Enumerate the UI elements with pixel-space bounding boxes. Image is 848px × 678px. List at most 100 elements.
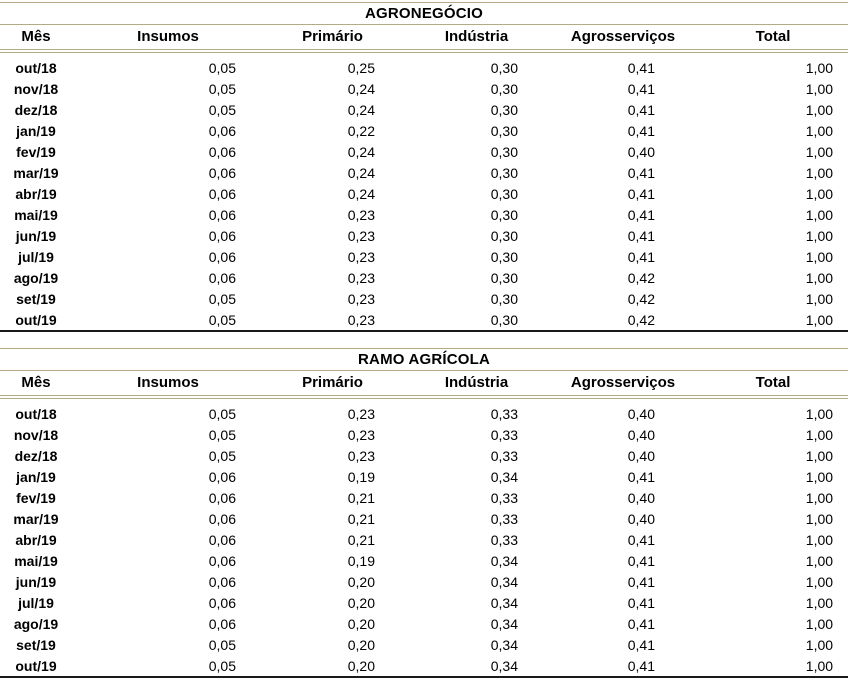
value-cell-total: 1,00 <box>805 59 834 76</box>
table-row: ago/19 0,06 0,20 0,34 0,41 1,00 <box>0 613 848 634</box>
month-cell: mar/19 <box>13 164 59 181</box>
table-row: jul/19 0,06 0,23 0,30 0,41 1,00 <box>0 246 848 267</box>
month-cell: set/19 <box>16 290 56 307</box>
value-cell-total: 1,00 <box>805 206 834 223</box>
month-cell: nov/18 <box>13 80 59 97</box>
month-cell: mar/19 <box>13 510 59 527</box>
value-cell-agrosservicos: 0,40 <box>627 447 655 464</box>
value-cell-total: 1,00 <box>805 447 834 464</box>
month-cell: jun/19 <box>15 227 57 244</box>
value-cell-total: 1,00 <box>698 309 848 332</box>
month-cell: abr/19 <box>15 531 57 548</box>
value-cell-primario: 0,20 <box>347 636 375 653</box>
column-header-agrosservicos: Agrosserviços <box>548 24 698 53</box>
month-cell: ago/19 <box>13 615 59 632</box>
value-cell-total: 1,00 <box>805 531 834 548</box>
table-title: RAMO AGRÍCOLA <box>0 348 848 371</box>
value-cell-primario: 0,23 <box>347 206 375 223</box>
value-cell-industria: 0,34 <box>490 552 518 569</box>
value-cell-primario: 0,19 <box>347 552 375 569</box>
value-cell-agrosservicos: 0,40 <box>627 143 655 160</box>
table-row: jun/19 0,06 0,20 0,34 0,41 1,00 <box>0 571 848 592</box>
value-cell-industria: 0,34 <box>490 615 518 632</box>
value-cell-insumos: 0,06 <box>208 269 236 286</box>
month-cell: mai/19 <box>14 552 58 569</box>
month-cell: jun/19 <box>15 573 57 590</box>
value-cell-agrosservicos: 0,41 <box>627 468 655 485</box>
month-cell: mai/19 <box>14 206 58 223</box>
month-cell: jul/19 <box>18 594 54 611</box>
table-row: nov/18 0,05 0,23 0,33 0,40 1,00 <box>0 424 848 445</box>
month-cell: fev/19 <box>16 143 56 160</box>
value-cell-industria: 0,33 <box>490 510 518 527</box>
value-cell-industria: 0,34 <box>490 573 518 590</box>
value-cell-primario: 0,23 <box>347 269 375 286</box>
month-cell: ago/19 <box>13 269 59 286</box>
value-cell-insumos: 0,06 <box>208 185 236 202</box>
value-cell-insumos: 0,06 <box>208 594 236 611</box>
value-cell-primario: 0,25 <box>347 59 375 76</box>
value-cell-insumos: 0,06 <box>208 552 236 569</box>
value-cell-insumos: 0,06 <box>208 573 236 590</box>
value-cell-primario: 0,24 <box>347 185 375 202</box>
value-cell-agrosservicos: 0,41 <box>627 636 655 653</box>
table-row: jan/19 0,06 0,19 0,34 0,41 1,00 <box>0 466 848 487</box>
table-row: set/19 0,05 0,23 0,30 0,42 1,00 <box>0 288 848 309</box>
column-header-agrosservicos: Agrosserviços <box>548 370 698 399</box>
column-header-insumos: Insumos <box>100 24 260 53</box>
value-cell-agrosservicos: 0,41 <box>627 185 655 202</box>
value-cell-total: 1,00 <box>698 655 848 678</box>
month-cell: dez/18 <box>14 447 58 464</box>
value-cell-insumos: 0,06 <box>208 164 236 181</box>
value-cell-agrosservicos: 0,40 <box>627 510 655 527</box>
value-cell-agrosservicos: 0,41 <box>627 227 655 244</box>
table-row: mai/19 0,06 0,19 0,34 0,41 1,00 <box>0 550 848 571</box>
value-cell-insumos: 0,05 <box>208 101 236 118</box>
value-cell-total: 1,00 <box>805 426 834 443</box>
column-header-total: Total <box>698 24 848 53</box>
value-cell-total: 1,00 <box>805 269 834 286</box>
value-cell-insumos: 0,05 <box>208 426 236 443</box>
month-cell: out/19 <box>0 309 100 332</box>
table-row: jan/19 0,06 0,22 0,30 0,41 1,00 <box>0 120 848 141</box>
value-cell-total: 1,00 <box>805 615 834 632</box>
value-cell-industria: 0,30 <box>405 309 548 332</box>
value-cell-primario: 0,21 <box>347 489 375 506</box>
value-cell-agrosservicos: 0,40 <box>627 426 655 443</box>
table-title-row: AGRONEGÓCIO <box>0 2 848 25</box>
value-cell-agrosservicos: 0,41 <box>627 248 655 265</box>
table-row: ago/19 0,06 0,23 0,30 0,42 1,00 <box>0 267 848 288</box>
value-cell-agrosservicos: 0,41 <box>627 164 655 181</box>
table-body: out/18 0,05 0,25 0,30 0,41 1,00 nov/18 0,05 0,24… <box>0 51 848 332</box>
value-cell-insumos: 0,05 <box>208 290 236 307</box>
value-cell-industria: 0,30 <box>490 59 518 76</box>
value-cell-insumos: 0,06 <box>208 227 236 244</box>
value-cell-insumos: 0,06 <box>208 206 236 223</box>
value-cell-agrosservicos: 0,41 <box>627 59 655 76</box>
value-cell-primario: 0,20 <box>260 655 405 678</box>
value-cell-industria: 0,34 <box>405 655 548 678</box>
table-title: AGRONEGÓCIO <box>0 2 848 25</box>
table-row: out/18 0,05 0,23 0,33 0,40 1,00 <box>0 397 848 424</box>
value-cell-primario: 0,19 <box>347 468 375 485</box>
value-cell-industria: 0,30 <box>490 122 518 139</box>
value-cell-total: 1,00 <box>805 489 834 506</box>
table-row: fev/19 0,06 0,24 0,30 0,40 1,00 <box>0 141 848 162</box>
column-header-total: Total <box>698 370 848 399</box>
value-cell-agrosservicos: 0,42 <box>627 269 655 286</box>
value-cell-primario: 0,23 <box>347 405 375 422</box>
table-row: nov/18 0,05 0,24 0,30 0,41 1,00 <box>0 78 848 99</box>
value-cell-insumos: 0,05 <box>100 655 260 678</box>
value-cell-agrosservicos: 0,40 <box>627 489 655 506</box>
table-row: mar/19 0,06 0,21 0,33 0,40 1,00 <box>0 508 848 529</box>
value-cell-agrosservicos: 0,41 <box>627 206 655 223</box>
value-cell-insumos: 0,05 <box>208 80 236 97</box>
table-row: out/19 0,05 0,20 0,34 0,41 1,00 <box>0 655 848 678</box>
value-cell-industria: 0,34 <box>490 636 518 653</box>
month-cell: nov/18 <box>13 426 59 443</box>
value-cell-primario: 0,22 <box>347 122 375 139</box>
table-row: out/19 0,05 0,23 0,30 0,42 1,00 <box>0 309 848 332</box>
value-cell-agrosservicos: 0,42 <box>627 290 655 307</box>
value-cell-industria: 0,30 <box>490 101 518 118</box>
value-cell-primario: 0,23 <box>347 426 375 443</box>
